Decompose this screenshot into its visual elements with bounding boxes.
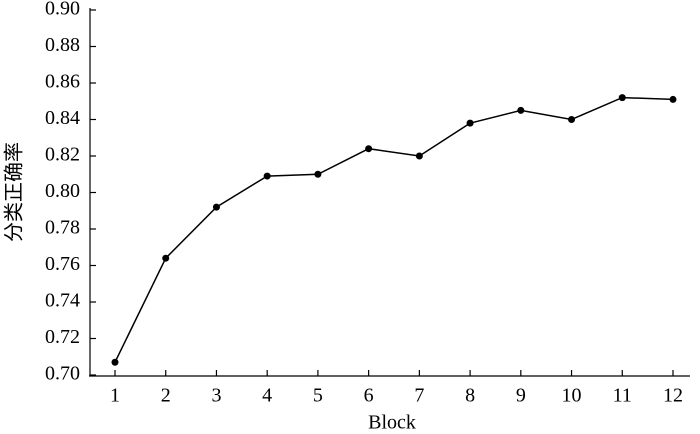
x-tick-label: 6 (364, 385, 374, 407)
y-tick-label: 0.84 (45, 107, 80, 129)
data-point (568, 116, 576, 123)
x-tick-label: 4 (262, 385, 272, 407)
data-point (618, 94, 626, 102)
x-tick-label: 10 (562, 385, 582, 407)
data-point (365, 145, 373, 153)
y-tick-label: 0.70 (45, 363, 80, 385)
y-tick-label: 0.88 (45, 34, 80, 56)
y-axis-label: 分类正确率 (3, 142, 26, 242)
x-tick-label: 8 (465, 385, 475, 407)
data-line (114, 96, 674, 363)
y-tick-label: 0.74 (45, 290, 80, 312)
y-tick-label: 0.82 (45, 144, 80, 166)
data-point (111, 358, 119, 366)
x-tick-label: 1 (110, 385, 120, 407)
x-tick-label: 9 (516, 385, 526, 407)
data-point (415, 152, 423, 160)
x-tick-label: 7 (414, 385, 424, 407)
y-tick-label: 0.78 (45, 217, 80, 239)
y-tick-label: 0.80 (45, 180, 80, 202)
data-point (263, 172, 271, 180)
y-tick-label: 0.72 (45, 326, 80, 348)
x-tick-label: 2 (161, 385, 171, 407)
x-axis-label: Block (368, 412, 416, 434)
data-point (517, 106, 525, 114)
x-tick-label: 5 (313, 385, 323, 407)
data-point (314, 170, 322, 178)
x-tick-label: 11 (613, 385, 632, 407)
x-tick-label: 12 (663, 385, 683, 407)
data-point (212, 203, 220, 211)
y-tick-label: 0.76 (45, 253, 80, 275)
data-point (162, 254, 170, 262)
data-point (466, 119, 474, 127)
y-tick-label: 0.86 (45, 71, 80, 93)
x-tick-label: 3 (211, 385, 221, 407)
data-point (669, 95, 677, 103)
y-tick-label: 0.90 (45, 0, 80, 20)
